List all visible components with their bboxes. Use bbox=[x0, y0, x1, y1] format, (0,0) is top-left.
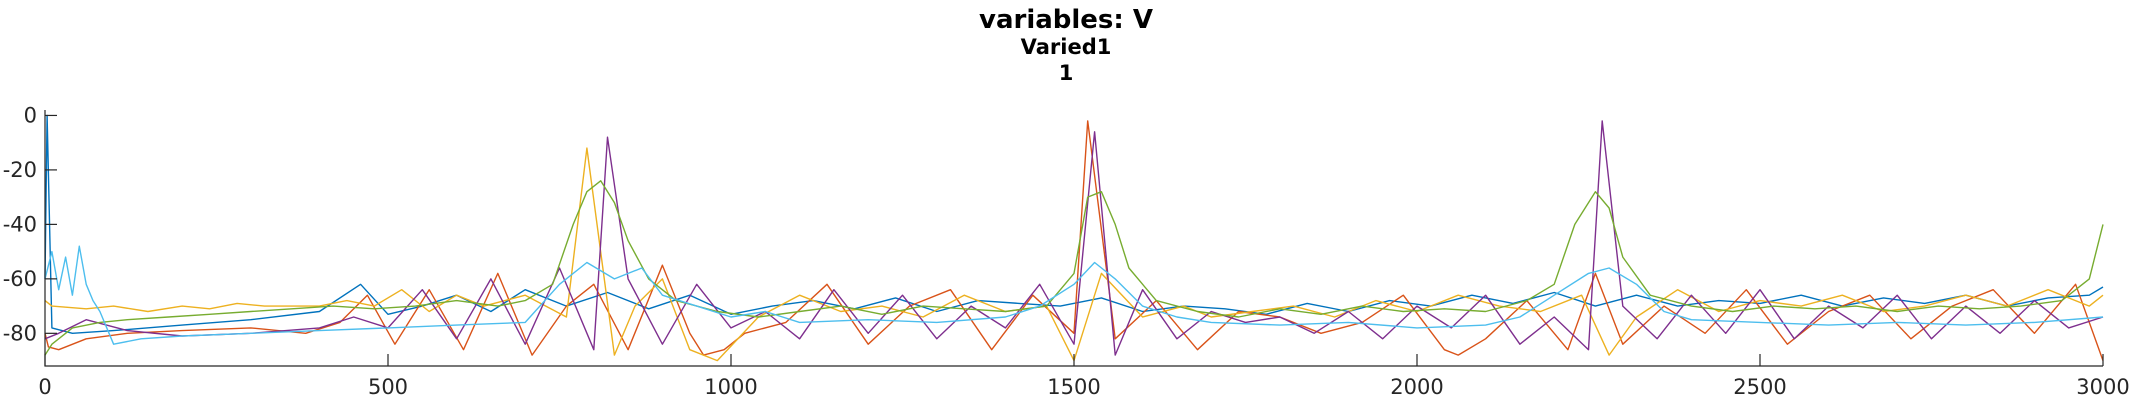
x-tick-label: 2500 bbox=[1733, 375, 1786, 399]
axes: 0 500 1000 1500 2000 2500 3000 0 -20 -40 -60 -80 bbox=[3, 103, 2130, 399]
y-tick-label: -60 bbox=[3, 267, 37, 291]
x-tick-label: 0 bbox=[38, 375, 51, 399]
series-line-1 bbox=[44, 114, 2104, 334]
x-tick-label: 3000 bbox=[2076, 375, 2129, 399]
series-line-6 bbox=[44, 245, 2104, 345]
y-tick-label: -80 bbox=[3, 321, 37, 345]
x-tick-label: 500 bbox=[368, 375, 408, 399]
x-tick-label: 1000 bbox=[704, 375, 757, 399]
y-tick-label: -20 bbox=[3, 158, 37, 182]
chart-subtitle-2: 1 bbox=[1059, 61, 1074, 85]
x-tick-label: 1500 bbox=[1047, 375, 1100, 399]
series-line-5 bbox=[44, 180, 2104, 356]
x-tick-label: 2000 bbox=[1390, 375, 1443, 399]
series-line-4 bbox=[44, 120, 2104, 356]
y-tick-label: 0 bbox=[24, 103, 37, 127]
series-line-3 bbox=[44, 147, 2104, 362]
series-line-2 bbox=[44, 120, 2104, 361]
chart-subtitle: Varied1 bbox=[1021, 35, 1112, 59]
plot-series bbox=[44, 114, 2104, 362]
chart-title: variables: V bbox=[979, 5, 1153, 35]
y-tick-label: -40 bbox=[3, 212, 37, 236]
